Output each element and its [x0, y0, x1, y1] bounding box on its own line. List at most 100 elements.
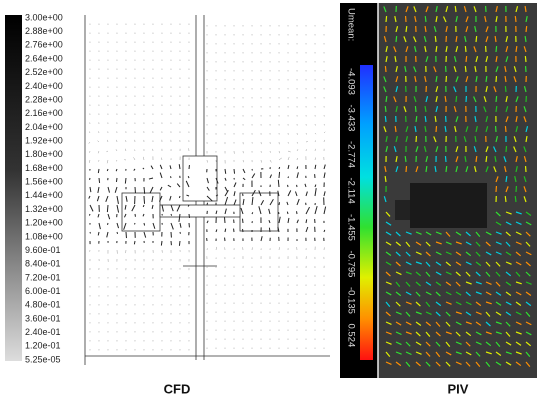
cfd-vector — [215, 177, 219, 184]
cfd-vector — [115, 177, 118, 183]
piv-vector — [515, 96, 519, 103]
piv-vector — [435, 281, 442, 287]
piv-vector — [485, 26, 489, 33]
piv-vector — [514, 176, 517, 183]
piv-vector — [465, 76, 469, 83]
piv-vector — [414, 76, 417, 83]
piv-vector — [515, 45, 518, 53]
piv-vector — [465, 251, 472, 257]
cfd-vector — [170, 204, 174, 212]
cfd-vector — [149, 186, 154, 194]
piv-vector — [385, 281, 392, 285]
piv-vector — [384, 65, 387, 73]
piv-vector — [445, 361, 451, 367]
piv-vector — [515, 221, 522, 226]
cfd-vector — [233, 182, 237, 188]
cfd-vector — [97, 140, 100, 143]
piv-vector — [405, 361, 411, 367]
piv-vector — [385, 261, 392, 266]
piv-vector — [404, 66, 407, 73]
cfd-vector — [89, 159, 91, 163]
cfd-vector — [116, 195, 119, 204]
piv-vector — [455, 261, 462, 266]
piv-vector — [495, 176, 499, 183]
piv-vector — [383, 6, 387, 13]
piv-vector — [395, 166, 399, 173]
cfd-vector — [268, 208, 271, 215]
piv-vector — [485, 291, 492, 296]
piv-vector — [463, 6, 467, 13]
piv-vector — [505, 251, 512, 256]
piv-vector — [435, 45, 438, 53]
cfd-vector — [88, 195, 91, 199]
piv-vector — [523, 186, 527, 193]
piv-vector — [385, 311, 391, 317]
cfd-vector — [158, 195, 163, 202]
piv-vector — [405, 331, 412, 335]
cfd-vector — [176, 183, 181, 188]
piv-vector — [415, 291, 421, 297]
cfd-vector — [106, 150, 109, 153]
piv-vector — [425, 165, 428, 173]
piv-vector — [523, 196, 527, 203]
piv-vector — [383, 126, 387, 133]
piv-vector — [494, 35, 497, 43]
cfd-vector — [278, 166, 281, 170]
piv-vector — [495, 15, 498, 23]
cfd-vector — [106, 168, 109, 172]
cfd-vector — [116, 159, 118, 162]
piv-vector — [442, 16, 447, 23]
piv-vector — [455, 156, 459, 163]
cfd-vector — [107, 213, 111, 220]
piv-vector — [465, 166, 469, 173]
piv-vector — [495, 281, 501, 287]
piv-vector — [513, 76, 517, 83]
piv-vector — [455, 251, 462, 256]
colorbar-label: 7.20e-01 — [25, 272, 61, 282]
colorbar-label: 2.16e+00 — [25, 108, 63, 118]
piv-vector — [395, 291, 402, 297]
piv-vector — [395, 271, 402, 276]
piv-vector — [435, 6, 438, 13]
piv-vector — [505, 301, 512, 306]
piv-vector — [435, 241, 442, 245]
cfd-vector — [224, 186, 228, 192]
colorbar-label: 4.80e-01 — [25, 300, 61, 310]
cfd-vector — [224, 168, 227, 174]
piv-vector — [474, 65, 477, 73]
cfd-vector — [142, 213, 145, 217]
piv-vector — [485, 166, 489, 173]
piv-vector — [515, 281, 522, 285]
piv-vector — [485, 341, 492, 347]
piv-vector — [445, 241, 452, 245]
cfd-vector — [160, 240, 163, 246]
cfd-vector — [106, 159, 109, 164]
cfd-vector — [97, 186, 100, 194]
piv-vector — [385, 331, 392, 335]
piv-vector — [505, 331, 511, 337]
piv-vector — [445, 331, 452, 335]
piv-vector — [395, 241, 402, 247]
cfd-vector — [151, 204, 154, 209]
cfd-vector — [314, 206, 318, 215]
piv-vector — [434, 165, 437, 173]
piv-vector — [435, 86, 439, 93]
piv-vector — [414, 125, 417, 133]
cfd-vector — [224, 228, 227, 233]
piv-vector — [505, 351, 512, 355]
colorbar-label: 5.25e-05 — [25, 354, 61, 364]
piv-vector — [455, 351, 462, 355]
piv-vector — [525, 361, 531, 367]
cfd-vector — [107, 186, 110, 193]
piv-vector — [515, 251, 522, 257]
piv-vector — [445, 261, 452, 267]
cfd-vector — [251, 197, 254, 206]
piv-vector — [435, 15, 438, 23]
piv-vector — [384, 115, 387, 123]
piv-vector — [405, 46, 409, 53]
cfd-vector — [170, 213, 173, 216]
piv-vector — [395, 155, 398, 163]
piv-vector — [505, 361, 512, 366]
piv-vector — [485, 311, 491, 317]
piv-vector — [505, 36, 509, 43]
